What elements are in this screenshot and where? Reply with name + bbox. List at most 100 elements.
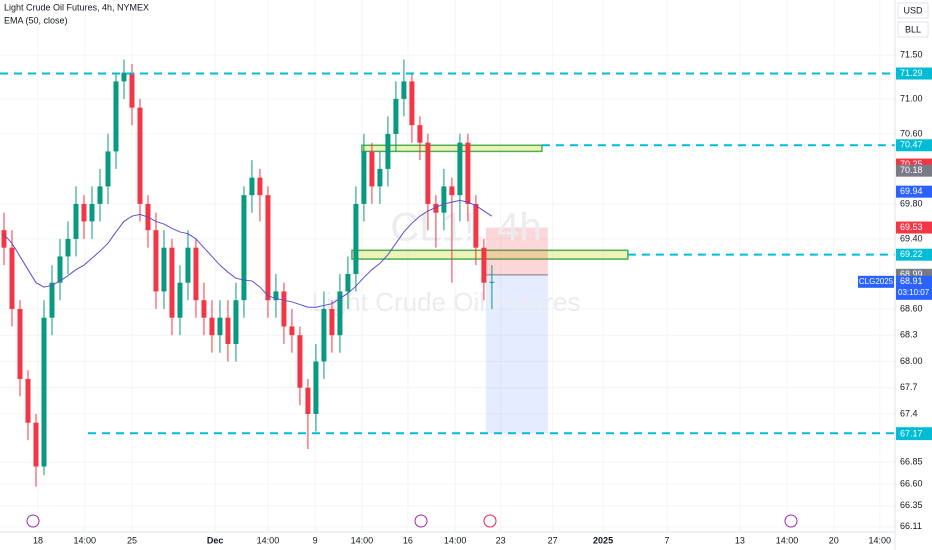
candle-body [25,378,31,423]
candle-body [265,195,271,301]
price-tag [896,185,932,198]
x-tick-label: 7 [665,535,670,545]
candle-body [49,282,55,318]
indicator-title: EMA (50, close) [4,15,68,25]
last-price-label: 68.91 [900,276,923,286]
price-tag-label: 69.22 [900,249,923,259]
unit[interactable]: BLL [905,24,921,34]
candle-body [33,422,39,467]
candle-body [217,317,223,336]
y-tick-label: 70.60 [900,128,923,138]
candle-body [401,81,407,99]
position-stop [485,227,548,275]
candle-body [105,151,111,187]
candle-body [305,387,311,414]
candle-body [225,317,231,344]
candle-body [257,177,263,196]
event-icon[interactable] [414,514,428,528]
y-tick-label: 71.00 [900,93,923,103]
price-tag-label: 68.99 [900,269,923,279]
candle-body [441,186,447,213]
event-icon[interactable] [26,514,40,528]
candle-body [1,230,7,248]
candle-body [425,142,431,204]
unit-button[interactable] [897,21,929,38]
x-tick-label: 14:00 [869,535,892,545]
candle-body [361,151,367,204]
event-icon[interactable] [784,514,798,528]
event-icons[interactable] [26,514,798,528]
x-tick-label: 14:00 [351,535,374,545]
x-tick-label: 16 [403,535,413,545]
x-tick-label: 14:00 [74,535,97,545]
candle-body [433,203,439,213]
candle-body [273,291,279,301]
y-tick-label: 68.00 [900,356,923,366]
x-tick-label: Dec [207,535,224,545]
last-price-tag [896,275,932,300]
currency-button[interactable] [897,2,929,19]
x-tick-label: 14:00 [257,535,280,545]
candle-body [353,203,359,274]
candle-body [473,203,479,248]
y-tick-label: 71.50 [900,50,923,60]
symbol-tag [858,275,894,288]
candle-body [289,326,295,336]
price-tag-label: 67.17 [900,428,923,438]
zone [361,144,543,153]
candle-body [201,300,207,318]
candle-body [481,247,487,283]
candle-body [177,282,183,318]
currency[interactable]: USD [903,5,923,15]
overlays [0,72,895,435]
candle-body [193,247,199,301]
price-tag-label: 71.29 [900,68,923,78]
candle-body [281,291,287,327]
candle-body [385,133,391,169]
candle-body [417,125,423,143]
price-tag-label: 69.94 [900,186,923,196]
candle-body [409,81,415,126]
watermark-name: Light Crude Oil Futures [312,287,581,317]
candle-body [97,186,103,204]
candle-body [329,308,335,336]
price-tag [896,428,932,441]
candle-body [377,168,383,187]
price-tag [896,67,932,80]
candle-body [129,72,135,108]
candle-body [489,281,495,283]
symbol-label: CLG2025 [859,277,894,286]
price-tag [896,139,932,152]
y-tick-label: 66.11 [900,521,922,531]
x-tick-label: 20 [829,535,839,545]
y-tick-label: 67.4 [900,408,918,418]
x-tick-label: 25 [127,535,137,545]
x-tick-label: 14:00 [444,535,467,545]
countdown: 03:10:07 [898,288,930,297]
candle-body [81,203,87,222]
candle-body [169,247,175,318]
candle-body [65,238,71,257]
symbol-title: Light Crude Oil Futures, 4h, NYMEX [4,2,149,12]
price-tag-label: 70.18 [900,165,923,175]
candle-body [345,273,351,292]
candle-body [249,177,255,196]
event-icon[interactable] [483,514,497,528]
candle-body [369,151,375,187]
candle-body [313,361,319,414]
candle-body [113,81,119,152]
position-target [485,274,548,434]
price-tag-label: 70.25 [900,159,923,169]
candle-body [241,195,247,301]
candle-body [233,300,239,344]
y-tick-label: 66.60 [900,478,923,488]
drawings [0,0,895,532]
candle-body [297,335,303,388]
y-tick-label: 66.85 [900,456,923,466]
price-tag-label: 70.47 [900,140,923,150]
candle-body [89,203,95,222]
series [1,59,495,487]
candle-body [457,142,463,196]
